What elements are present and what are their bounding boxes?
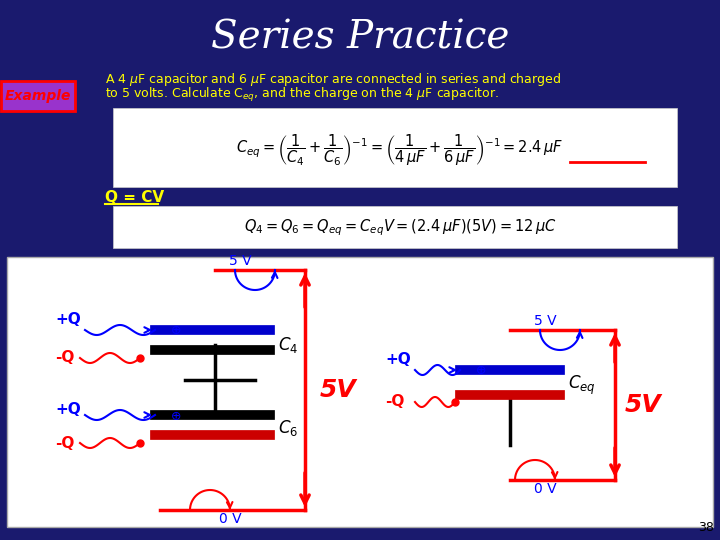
Text: A 4 $\mu$F capacitor and 6 $\mu$F capacitor are connected in series and charged: A 4 $\mu$F capacitor and 6 $\mu$F capaci… xyxy=(105,71,561,89)
FancyBboxPatch shape xyxy=(7,257,713,527)
Text: $C_6$: $C_6$ xyxy=(278,418,298,438)
Text: -Q: -Q xyxy=(385,395,405,409)
FancyBboxPatch shape xyxy=(113,108,677,187)
Text: -Q: -Q xyxy=(55,435,74,450)
Text: +Q: +Q xyxy=(55,402,81,417)
FancyBboxPatch shape xyxy=(1,81,75,111)
FancyBboxPatch shape xyxy=(113,206,677,248)
Text: $C_4$: $C_4$ xyxy=(278,335,298,355)
Text: 38: 38 xyxy=(698,521,714,534)
Text: $Q_4 = Q_6 = Q_{eq} = C_{eq}V = (2.4\,\mu F)(5V) = 12\,\mu C$: $Q_4 = Q_6 = Q_{eq} = C_{eq}V = (2.4\,\m… xyxy=(243,218,557,238)
Text: +Q: +Q xyxy=(55,313,81,327)
Text: Example: Example xyxy=(5,89,71,103)
Text: $\oplus$: $\oplus$ xyxy=(170,409,181,422)
Text: Q = CV: Q = CV xyxy=(105,191,164,206)
Text: Series Practice: Series Practice xyxy=(211,19,509,57)
Text: $C_{eq}$: $C_{eq}$ xyxy=(568,373,595,396)
Text: 5 V: 5 V xyxy=(534,314,557,328)
Text: $C_{eq} = \left(\dfrac{1}{C_4} + \dfrac{1}{C_6}\right)^{-1} = \left(\dfrac{1}{4\: $C_{eq} = \left(\dfrac{1}{C_4} + \dfrac{… xyxy=(236,132,564,168)
Text: 5 V: 5 V xyxy=(229,254,251,268)
Text: $\oplus$: $\oplus$ xyxy=(170,325,181,338)
Text: to 5 volts. Calculate C$_{eq}$, and the charge on the 4 $\mu$F capacitor.: to 5 volts. Calculate C$_{eq}$, and the … xyxy=(105,86,499,104)
Text: 0 V: 0 V xyxy=(534,482,557,496)
Text: 5V: 5V xyxy=(625,393,662,417)
Text: 0 V: 0 V xyxy=(219,512,241,526)
Text: +Q: +Q xyxy=(385,353,410,368)
Text: $\oplus$: $\oplus$ xyxy=(475,364,486,377)
Text: 5V: 5V xyxy=(320,378,356,402)
Text: -Q: -Q xyxy=(55,350,74,366)
